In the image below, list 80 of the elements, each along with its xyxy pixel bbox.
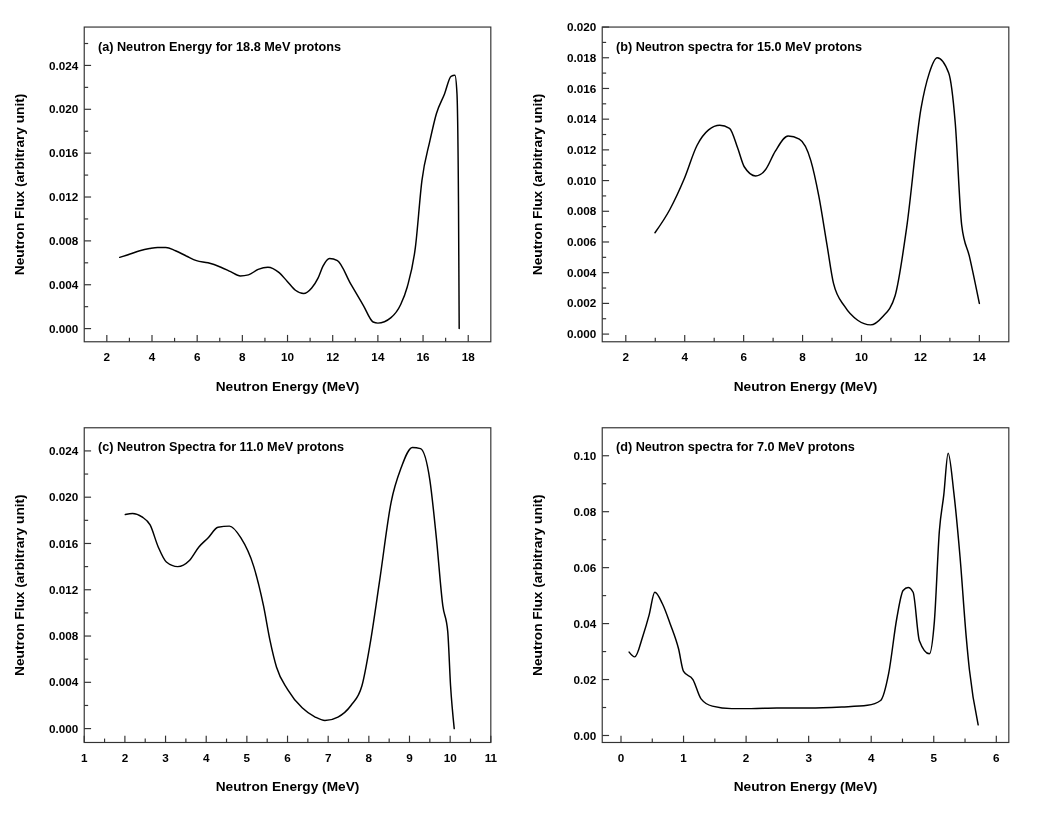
x-tick-label: 6	[193, 350, 201, 364]
x-tick-label: 2	[121, 751, 129, 765]
text: (d) Neutron spectra for 7.0 MeV protons	[615, 440, 855, 455]
x-axis-title: Neutron Energy (MeV)	[215, 378, 360, 394]
line-series	[118, 74, 460, 330]
y-tick-label: 0.018	[567, 50, 597, 64]
x-tick-label: 6	[993, 751, 1001, 765]
x-tick-label: 2	[622, 350, 630, 364]
y-axis-title: Neutron Flux (arbitrary unit)	[11, 494, 27, 676]
x-tick-label: 6	[284, 751, 292, 765]
y-tick-label: 0.000	[567, 327, 597, 341]
y-tick-label: 0.008	[567, 204, 597, 218]
x-tick-label: 1	[80, 751, 88, 765]
y-tick-label: 0.004	[49, 277, 79, 291]
y-tick-label: 0.016	[567, 81, 597, 95]
x-tick-label: 0	[617, 751, 625, 765]
y-tick-label: 0.000	[49, 721, 79, 735]
x-tick-label: 3	[805, 751, 813, 765]
x-axis-title: Neutron Energy (MeV)	[733, 378, 878, 394]
y-tick-label: 0.020	[49, 102, 79, 116]
y-tick-label: 0.02	[573, 672, 597, 686]
y-tick-label: 0.016	[49, 146, 79, 160]
text: (c) Neutron Spectra for 11.0 MeV protons	[97, 440, 344, 455]
x-tick-label: 2	[742, 751, 750, 765]
text: (a) Neutron Energy for 18.8 MeV protons	[97, 39, 342, 54]
x-tick-label: 8	[799, 350, 807, 364]
y-tick-label: 0.00	[573, 728, 597, 742]
y-tick-label: 0.10	[573, 448, 597, 462]
x-tick-label: 12	[326, 350, 340, 364]
x-tick-label: 16	[416, 350, 431, 364]
x-tick-label: 14	[972, 350, 987, 364]
x-tick-label: 11	[484, 751, 498, 765]
x-tick-label: 4	[148, 350, 156, 364]
x-tick-label: 10	[281, 350, 295, 364]
y-tick-label: 0.016	[49, 536, 79, 550]
y-axis-title: Neutron Flux (arbitrary unit)	[529, 93, 545, 276]
line-series	[628, 452, 979, 726]
y-axis-title: Neutron Flux (arbitrary unit)	[11, 93, 27, 276]
y-tick-label: 0.004	[49, 675, 79, 689]
y-tick-label: 0.04	[573, 616, 597, 630]
y-tick-label: 0.006	[567, 235, 597, 249]
y-tick-label: 0.024	[49, 444, 79, 458]
line-series	[654, 57, 981, 326]
y-tick-label: 0.008	[49, 233, 79, 247]
y-tick-label: 0.010	[567, 173, 597, 187]
x-tick-label: 5	[243, 751, 251, 765]
y-tick-label: 0.004	[567, 265, 597, 279]
y-tick-label: 0.012	[49, 582, 79, 596]
y-tick-label: 0.012	[567, 142, 597, 156]
y-tick-label: 0.06	[573, 560, 597, 574]
y-tick-label: 0.020	[567, 20, 597, 34]
x-tick-label: 10	[443, 751, 458, 765]
x-tick-label: 6	[740, 350, 748, 364]
x-tick-label: 4	[867, 751, 875, 765]
x-tick-label: 5	[930, 751, 938, 765]
x-axis-title: Neutron Energy (MeV)	[215, 779, 360, 795]
y-tick-label: 0.020	[49, 490, 79, 504]
y-tick-label: 0.000	[49, 321, 79, 335]
x-tick-label: 9	[406, 751, 414, 765]
y-tick-label: 0.012	[49, 190, 79, 204]
y-tick-label: 0.014	[567, 112, 597, 126]
x-tick-label: 4	[202, 751, 210, 765]
x-tick-label: 8	[239, 350, 247, 364]
y-tick-label: 0.008	[49, 629, 79, 643]
y-tick-label: 0.002	[567, 296, 597, 310]
x-tick-label: 1	[680, 751, 688, 765]
y-tick-label: 0.08	[573, 504, 597, 518]
y-axis-title: Neutron Flux (arbitrary unit)	[529, 494, 545, 676]
y-tick-label: 0.024	[49, 58, 79, 72]
x-tick-label: 2	[103, 350, 111, 364]
text: (b) Neutron spectra for 15.0 MeV protons	[615, 39, 862, 54]
x-axis-title: Neutron Energy (MeV)	[733, 779, 878, 795]
x-tick-label: 8	[365, 751, 373, 765]
x-tick-label: 7	[324, 751, 332, 765]
x-tick-label: 10	[854, 350, 869, 364]
x-tick-label: 18	[461, 350, 476, 364]
x-tick-label: 12	[913, 350, 928, 364]
x-tick-label: 4	[681, 350, 689, 364]
x-tick-label: 3	[162, 751, 170, 765]
x-tick-label: 14	[371, 350, 385, 364]
